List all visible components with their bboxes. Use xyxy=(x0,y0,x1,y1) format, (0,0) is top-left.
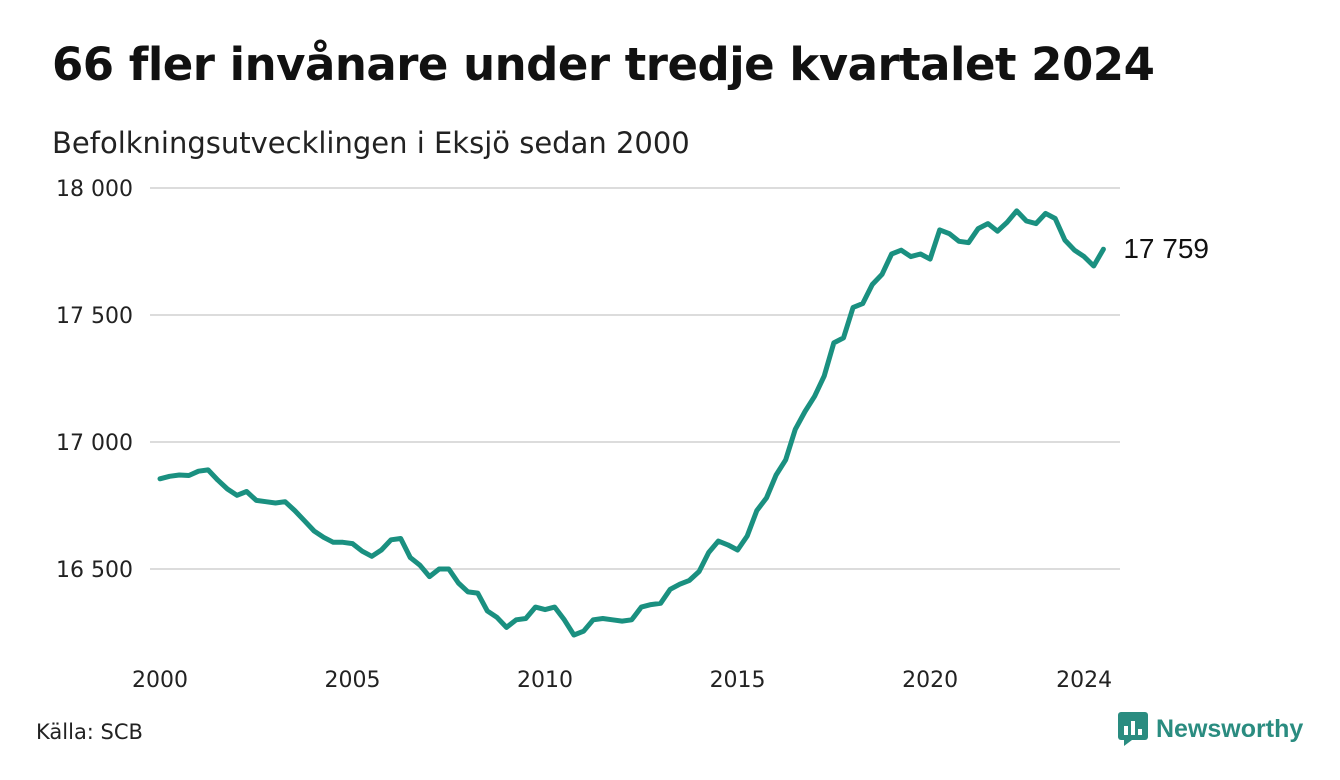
y-tick-label: 16 500 xyxy=(56,558,133,583)
x-tick-label: 2005 xyxy=(325,668,381,693)
source-note: Källa: SCB xyxy=(36,720,143,744)
end-label-layer: 17 759 xyxy=(1123,233,1209,264)
x-tick-label: 2020 xyxy=(902,668,958,693)
y-tick-label: 18 000 xyxy=(56,177,133,202)
gridlines xyxy=(150,187,1120,570)
x-axis-tick-labels: 2000 2005 2010 2015 2020 2024 xyxy=(132,668,1112,693)
y-axis-tick-labels: 16 500 17 000 17 500 18 000 xyxy=(56,177,133,583)
series-line xyxy=(157,208,1106,638)
chart-subtitle: Befolkningsutvecklingen i Eksjö sedan 20… xyxy=(52,126,690,160)
brand-logo[interactable]: Newsworthy xyxy=(1118,712,1303,746)
newsworthy-logo-icon xyxy=(1118,712,1148,746)
x-tick-label: 2015 xyxy=(710,668,766,693)
x-tick-label: 2024 xyxy=(1056,668,1112,693)
y-tick-label: 17 000 xyxy=(56,431,133,456)
chart-title: 66 fler invånare under tredje kvartalet … xyxy=(52,38,1155,91)
end-value-label: 17 759 xyxy=(1123,233,1209,264)
series-layer xyxy=(157,208,1106,638)
x-tick-label: 2010 xyxy=(517,668,573,693)
y-tick-label: 17 500 xyxy=(56,304,133,329)
brand-name: Newsworthy xyxy=(1156,714,1304,743)
x-tick-label: 2000 xyxy=(132,668,188,693)
